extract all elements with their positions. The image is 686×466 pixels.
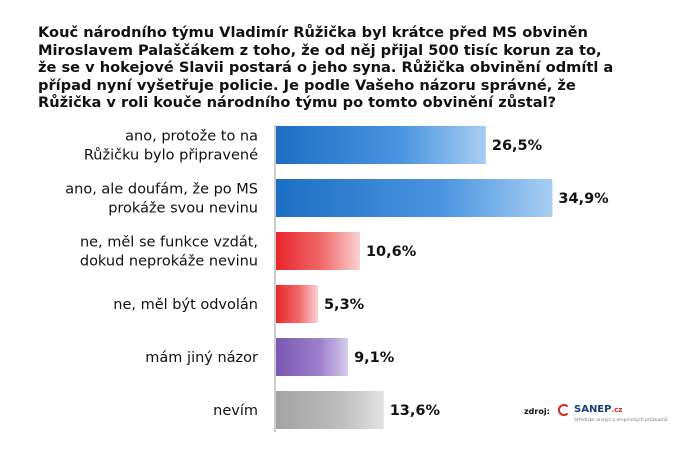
- category-label: ano, ale doufám, že po MS: [65, 182, 258, 198]
- category-label: dokud neprokáže nevinu: [80, 254, 258, 270]
- category-label: prokáže svou nevinu: [108, 201, 258, 217]
- category-label: Růžičku bylo připravené: [84, 148, 258, 164]
- category-label: ne, měl se funkce vzdát,: [80, 235, 258, 251]
- value-label: 10,6%: [366, 244, 417, 260]
- source-attribution: zdroj: SANEP.cz Středisko analýz a empir…: [524, 402, 668, 432]
- bar: [276, 285, 318, 323]
- value-label: 9,1%: [354, 350, 395, 366]
- category-label: mám jiný názor: [145, 350, 258, 366]
- source-tagline: Středisko analýz a empirických průzkumů: [574, 418, 668, 423]
- bar: [276, 232, 360, 270]
- chart-title: Kouč národního týmu Vladimír Růžička byl…: [38, 24, 614, 112]
- source-logo: SANEP.cz: [574, 404, 622, 415]
- bar: [276, 126, 486, 164]
- source-logo-name: SANEP: [574, 404, 612, 415]
- category-label: ano, protože to na: [125, 129, 258, 145]
- bar: [276, 391, 384, 429]
- category-label: nevím: [213, 403, 258, 419]
- value-label: 26,5%: [492, 138, 543, 154]
- value-label: 13,6%: [390, 403, 441, 419]
- bar: [276, 179, 553, 217]
- value-label: 5,3%: [324, 297, 365, 313]
- bar: [276, 338, 349, 376]
- value-label: 34,9%: [558, 191, 609, 207]
- source-label: zdroj:: [524, 407, 550, 416]
- source-logo-suffix: .cz: [611, 406, 623, 414]
- category-label: ne, měl být odvolán: [113, 297, 258, 313]
- sanep-logo-icon: [558, 404, 570, 416]
